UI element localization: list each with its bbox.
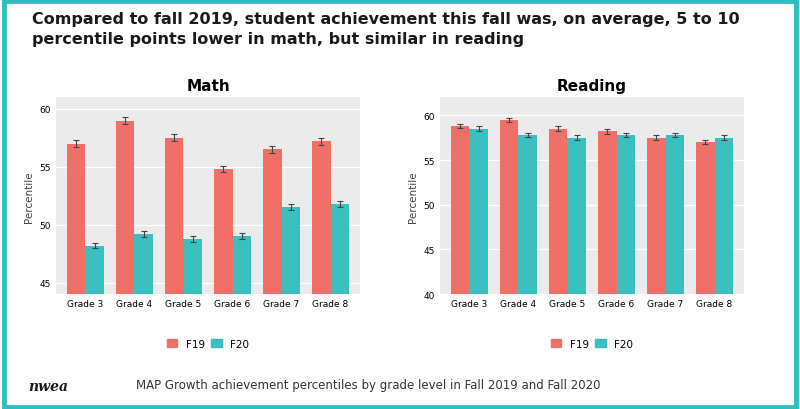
Text: nwea: nwea: [28, 379, 68, 393]
Bar: [450, 127, 470, 409]
Bar: [233, 237, 251, 409]
Bar: [66, 144, 86, 409]
Bar: [567, 138, 586, 409]
Bar: [500, 121, 518, 409]
Bar: [647, 138, 666, 409]
Bar: [165, 139, 183, 409]
Bar: [666, 136, 684, 409]
Legend: F19, F20: F19, F20: [547, 335, 637, 353]
Y-axis label: Percentile: Percentile: [24, 171, 34, 222]
Y-axis label: Percentile: Percentile: [408, 171, 418, 222]
Bar: [86, 246, 104, 409]
Text: Compared to fall 2019, student achievement this fall was, on average, 5 to 10
pe: Compared to fall 2019, student achieveme…: [32, 12, 740, 47]
Bar: [330, 204, 350, 409]
Bar: [518, 136, 537, 409]
Bar: [263, 150, 282, 409]
Bar: [598, 132, 617, 409]
Bar: [116, 121, 134, 409]
Title: Reading: Reading: [557, 79, 627, 94]
Bar: [714, 138, 734, 409]
Bar: [134, 234, 153, 409]
Legend: F19, F20: F19, F20: [163, 335, 253, 353]
Bar: [183, 239, 202, 409]
Title: Math: Math: [186, 79, 230, 94]
Bar: [549, 129, 567, 409]
Bar: [470, 129, 488, 409]
Bar: [617, 136, 635, 409]
Bar: [696, 143, 714, 409]
Bar: [312, 142, 330, 409]
Bar: [214, 170, 233, 409]
Bar: [282, 208, 300, 409]
Text: MAP Growth achievement percentiles by grade level in Fall 2019 and Fall 2020: MAP Growth achievement percentiles by gr…: [136, 378, 600, 391]
